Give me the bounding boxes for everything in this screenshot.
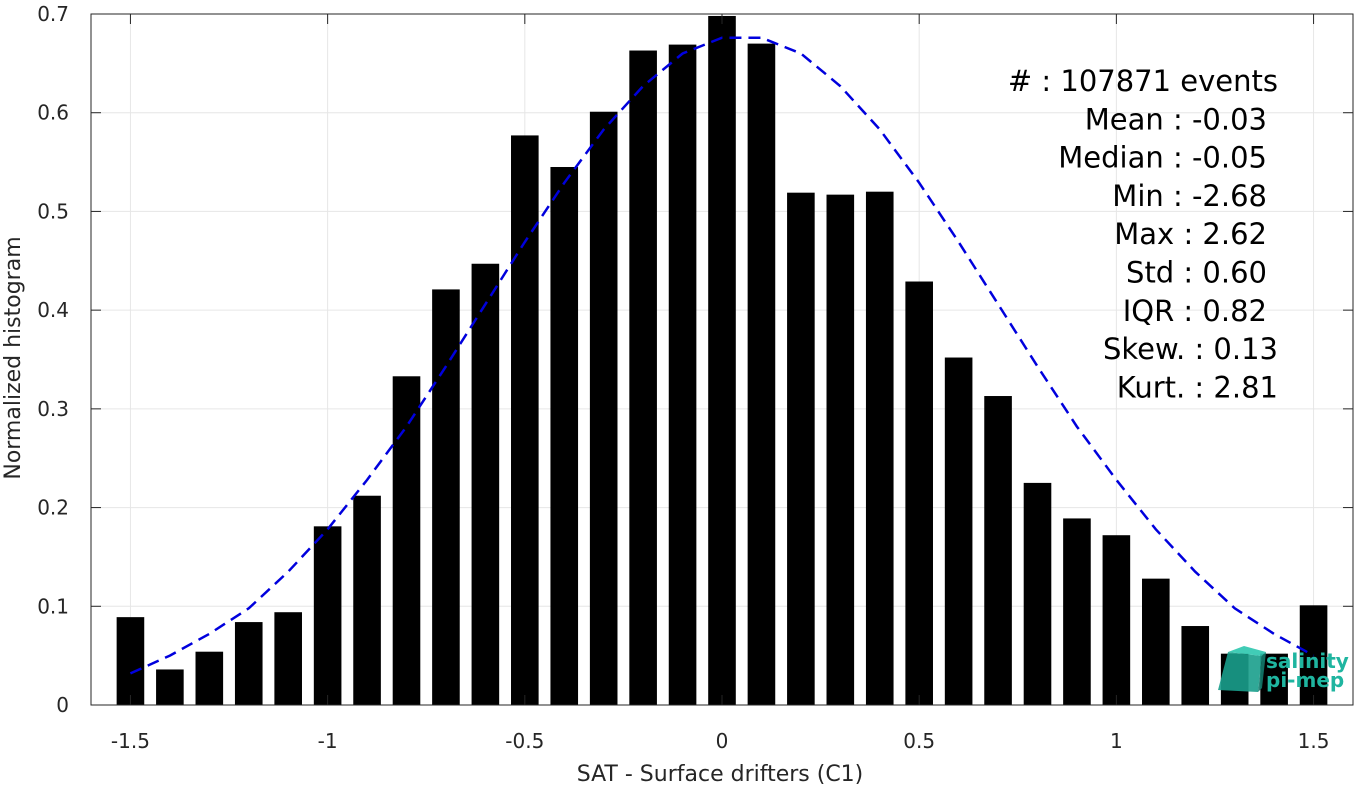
x-tick-label-0: -1.5 [111, 729, 150, 753]
y-tick-label-3: 0.3 [37, 397, 69, 421]
bar-7 [392, 376, 421, 705]
logo-cube-icon [1218, 652, 1262, 692]
stat-line-1: Mean : -0.03 [1085, 102, 1267, 136]
salinity-pimep-logo: salinity pi-mep [1218, 646, 1349, 692]
y-tick-label-6: 0.6 [37, 101, 69, 125]
logo-line2: pi-mep [1266, 668, 1344, 692]
x-tick-label-2: -0.5 [505, 729, 544, 753]
y-tick-labels: 0 0.1 0.2 0.3 0.4 0.5 0.6 0.7 [37, 2, 69, 717]
fit-curve-layer [129, 36, 1315, 675]
bar-1 [156, 669, 184, 705]
bar-17 [787, 192, 815, 705]
bar-2 [195, 651, 224, 705]
bar-27 [1181, 626, 1210, 705]
stat-line-4: Max : 2.62 [1114, 217, 1267, 251]
x-tick-labels: -1.5 -1 -0.5 0 0.5 1 1.5 [111, 729, 1330, 753]
bar-9 [471, 263, 500, 705]
stat-line-0: # : 107871 events [1008, 64, 1278, 98]
gaussian-fit-curve [129, 36, 1315, 675]
bar-11 [550, 167, 579, 705]
stat-line-3: Min : -2.68 [1112, 179, 1267, 213]
y-axis-label: Normalized histogram [1, 236, 26, 479]
bar-12 [589, 111, 618, 705]
bar-24 [1063, 518, 1091, 705]
bar-10 [511, 135, 539, 705]
bar-15 [708, 15, 736, 705]
bar-22 [984, 396, 1012, 705]
logo-cube-top-icon [1228, 646, 1266, 656]
histogram-bars [116, 15, 1328, 706]
y-tick-label-5: 0.5 [37, 199, 69, 223]
stat-line-6: IQR : 0.82 [1123, 294, 1267, 328]
stat-line-2: Median : -0.05 [1058, 141, 1267, 175]
bar-4 [274, 612, 302, 705]
bar-16 [747, 43, 776, 706]
x-tick-label-1: -1 [318, 729, 338, 753]
statistics-box: # : 107871 events Mean : -0.03 Median : -0… [1008, 64, 1278, 404]
x-tick-label-3: 0 [716, 729, 729, 753]
bar-5 [313, 526, 342, 705]
y-tick-label-7: 0.7 [37, 2, 69, 26]
bar-29 [1260, 653, 1288, 705]
logo-line1: salinity [1266, 649, 1349, 673]
bar-13 [629, 50, 657, 705]
stat-line-7: Skew. : 0.13 [1103, 332, 1278, 366]
bar-26 [1142, 578, 1170, 705]
bar-0 [116, 617, 145, 705]
bar-3 [234, 622, 263, 705]
y-tick-label-2: 0.2 [37, 496, 69, 520]
bar-25 [1102, 535, 1131, 705]
y-tick-label-4: 0.4 [37, 298, 69, 322]
bar-8 [432, 289, 460, 705]
stat-line-8: Kurt. : 2.81 [1117, 370, 1278, 404]
bar-18 [826, 194, 855, 705]
y-tick-label-0: 0 [56, 693, 69, 717]
bar-19 [865, 191, 894, 705]
stat-line-5: Std : 0.60 [1126, 256, 1267, 290]
axes-frame [90, 13, 1354, 706]
bar-14 [668, 44, 697, 705]
y-tick-label-1: 0.1 [37, 594, 69, 618]
bar-23 [1023, 482, 1052, 705]
x-tick-label-5: 1 [1110, 729, 1123, 753]
bar-20 [905, 281, 933, 705]
bar-21 [944, 357, 973, 705]
x-tick-label-6: 1.5 [1298, 729, 1330, 753]
x-axis-label: SAT - Surface drifters (C1) [577, 762, 864, 785]
bar-6 [353, 495, 381, 705]
x-tick-label-4: 0.5 [903, 729, 935, 753]
logo-cube-side-icon [1258, 652, 1266, 692]
